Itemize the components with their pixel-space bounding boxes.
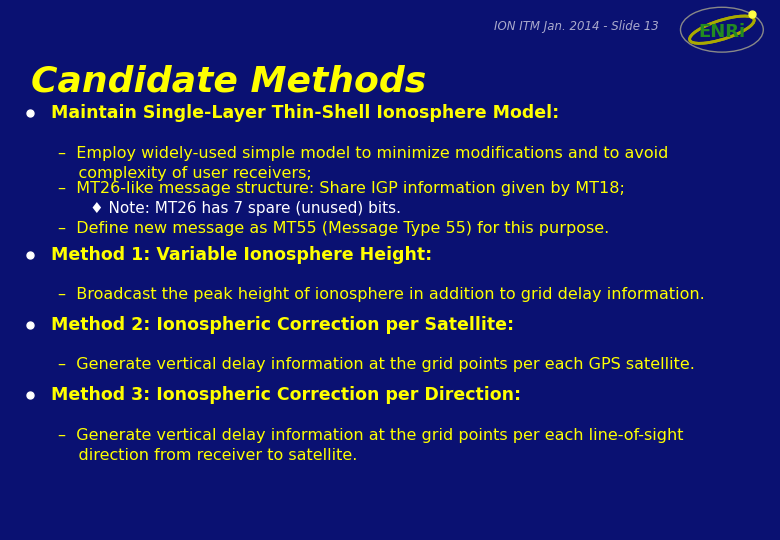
Text: –  Broadcast the peak height of ionosphere in addition to grid delay information: – Broadcast the peak height of ionospher… [58, 287, 705, 302]
Text: ENRi: ENRi [698, 23, 746, 40]
Text: –  Employ widely-used simple model to minimize modifications and to avoid: – Employ widely-used simple model to min… [58, 146, 669, 161]
Text: –  Define new message as MT55 (Message Type 55) for this purpose.: – Define new message as MT55 (Message Ty… [58, 221, 610, 236]
Text: Candidate Methods: Candidate Methods [31, 65, 427, 99]
Text: Maintain Single-Layer Thin-Shell Ionosphere Model:: Maintain Single-Layer Thin-Shell Ionosph… [51, 104, 559, 123]
Text: ♦ Note: MT26 has 7 spare (unused) bits.: ♦ Note: MT26 has 7 spare (unused) bits. [90, 201, 401, 216]
Text: ION ITM Jan. 2014 - Slide 13: ION ITM Jan. 2014 - Slide 13 [495, 20, 659, 33]
Text: Method 3: Ionospheric Correction per Direction:: Method 3: Ionospheric Correction per Dir… [51, 386, 521, 404]
Text: –  MT26-like message structure: Share IGP information given by MT18;: – MT26-like message structure: Share IGP… [58, 181, 626, 196]
Text: Method 2: Ionospheric Correction per Satellite:: Method 2: Ionospheric Correction per Sat… [51, 316, 514, 334]
Text: –  Generate vertical delay information at the grid points per each GPS satellite: – Generate vertical delay information at… [58, 357, 696, 373]
Text: complexity of user receivers;: complexity of user receivers; [58, 166, 312, 181]
Text: –  Generate vertical delay information at the grid points per each line-of-sight: – Generate vertical delay information at… [58, 428, 684, 443]
Text: Method 1: Variable Ionosphere Height:: Method 1: Variable Ionosphere Height: [51, 246, 432, 264]
Text: direction from receiver to satellite.: direction from receiver to satellite. [58, 448, 358, 463]
